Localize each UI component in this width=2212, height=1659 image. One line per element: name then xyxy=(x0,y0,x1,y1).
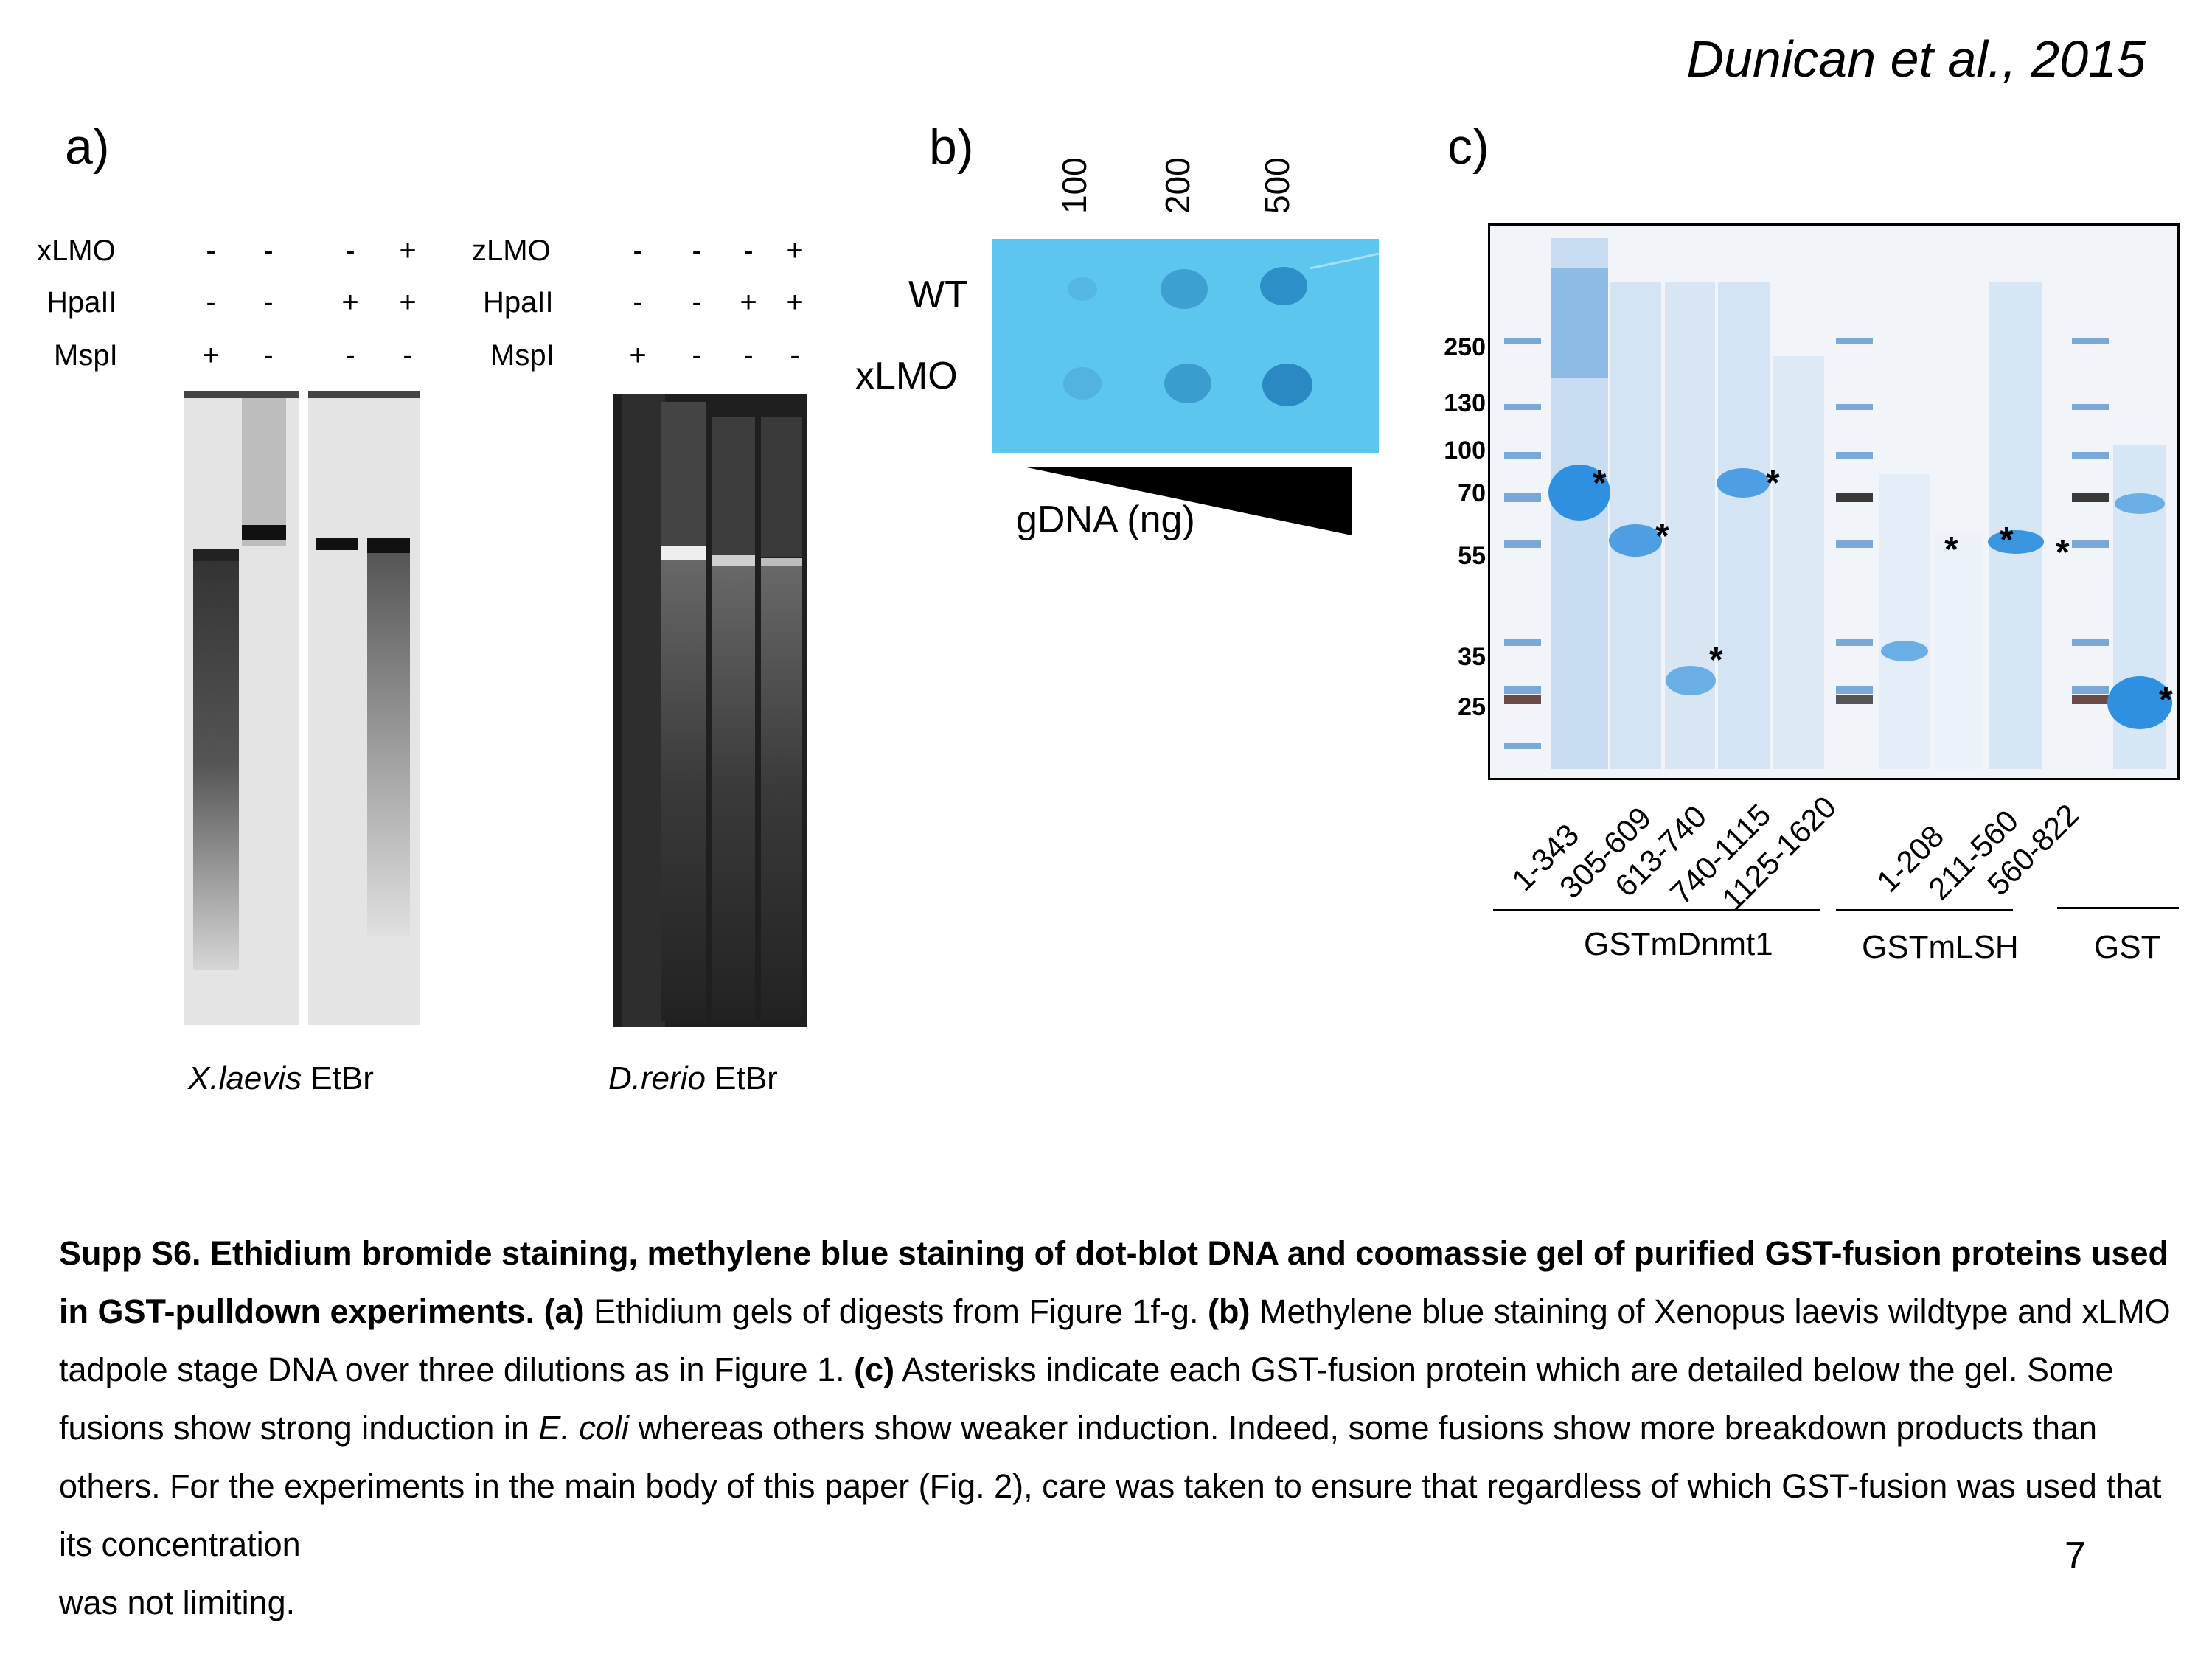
mw-marker: 250 xyxy=(1444,333,1486,361)
group-underline xyxy=(2057,907,2179,909)
gel2-sign: + xyxy=(786,234,804,267)
gel1-label-xlmo: xLMO xyxy=(37,234,116,267)
caption-a-tag: (a) xyxy=(543,1293,585,1330)
gel2-sign: + xyxy=(740,286,757,319)
gel2-stain: EtBr xyxy=(714,1060,778,1096)
gel2-label-mspi: MspI xyxy=(490,339,554,372)
gel1-stain: EtBr xyxy=(310,1060,374,1096)
band-asterisk: * xyxy=(2056,533,2070,572)
band-asterisk: * xyxy=(2159,681,2173,720)
amount-label: 200 xyxy=(1158,157,1197,214)
gel1-sign: - xyxy=(403,339,413,372)
gel1-sign: - xyxy=(206,234,216,267)
amount-label: 100 xyxy=(1055,157,1093,214)
caption-c-text-1: Asterisks indicate each GST-fusion prote… xyxy=(59,1351,2114,1447)
gel1-label-hpaii: HpaII xyxy=(46,286,117,319)
band-asterisk: * xyxy=(1709,641,1723,680)
gel2-sign: + xyxy=(629,339,647,372)
gel1-species: X.laevis xyxy=(188,1060,302,1096)
group-name-gst: GST xyxy=(2094,929,2161,965)
xlaevis-etbr-gel xyxy=(184,391,420,1025)
gel1-sign: - xyxy=(263,286,274,319)
gel1-sign: - xyxy=(345,339,355,372)
panel-c-letter: c) xyxy=(1447,119,1489,175)
panel-b-letter: b) xyxy=(929,119,974,175)
group-underline xyxy=(1836,909,2013,911)
gel1-sign: + xyxy=(202,339,220,372)
row-label-wt: WT xyxy=(908,274,968,316)
row-label-xlmo: xLMO xyxy=(855,355,958,397)
gel2-sign: - xyxy=(692,339,702,372)
panel-a-letter: a) xyxy=(65,119,110,175)
caption-c-tag: (c) xyxy=(854,1351,895,1388)
concentration-wedge xyxy=(1023,467,1352,535)
band-asterisk: * xyxy=(1766,464,1780,503)
gel1-sign: - xyxy=(206,286,216,319)
gdna-axis-label: gDNA (ng) xyxy=(1016,498,1195,541)
band-asterisk: * xyxy=(1593,464,1607,503)
gel2-sign: - xyxy=(743,339,754,372)
caption-c-italic: E. coli xyxy=(538,1409,629,1447)
mw-marker: 100 xyxy=(1444,437,1486,465)
band-asterisk: * xyxy=(1655,517,1669,556)
caption-b-text: Methylene blue staining of Xenopus laevi… xyxy=(59,1293,2171,1388)
gel2-sign: - xyxy=(790,339,800,372)
gel2-label-zlmo: zLMO xyxy=(472,234,551,267)
mw-marker: 130 xyxy=(1444,389,1486,417)
caption-title: Supp S6. Ethidium bromide staining, meth… xyxy=(59,1234,2169,1330)
coomassie-gel xyxy=(1488,223,2180,780)
caption-a-text: Ethidium gels of digests from Figure 1f-… xyxy=(594,1293,1199,1330)
band-asterisk: * xyxy=(2000,521,2014,560)
gel2-label-hpaii: HpaII xyxy=(483,286,554,319)
gel2-sign: + xyxy=(786,286,804,319)
gel1-sign: + xyxy=(341,286,359,319)
gel1-sign: - xyxy=(345,234,355,267)
amount-label: 500 xyxy=(1258,157,1296,214)
mw-marker: 55 xyxy=(1458,542,1486,570)
gel2-sign: - xyxy=(633,234,643,267)
gel2-sign: - xyxy=(743,234,754,267)
gel1-sign: - xyxy=(263,234,274,267)
gel1-sign: - xyxy=(263,339,274,372)
dot-blot-membrane xyxy=(992,239,1379,453)
band-asterisk: * xyxy=(1944,530,1958,569)
gel1-label-mspi: MspI xyxy=(54,339,118,372)
mw-marker: 25 xyxy=(1458,693,1486,721)
gel2-species: D.rerio xyxy=(608,1060,706,1096)
drerio-etbr-gel xyxy=(613,394,807,1027)
mw-marker: 70 xyxy=(1458,479,1486,507)
gel1-caption: X.laevis EtBr xyxy=(188,1060,374,1097)
gel1-sign: + xyxy=(399,234,417,267)
citation: Dunican et al., 2015 xyxy=(1686,30,2146,88)
gel2-sign: - xyxy=(692,286,702,319)
figure-caption: Supp S6. Ethidium bromide staining, meth… xyxy=(59,1224,2183,1632)
gel1-sign: + xyxy=(399,286,417,319)
mw-marker: 35 xyxy=(1458,643,1486,671)
gel2-caption: D.rerio EtBr xyxy=(608,1060,778,1097)
caption-b-tag: (b) xyxy=(1207,1293,1251,1330)
page-number: 7 xyxy=(2065,1534,2086,1577)
gel2-sign: - xyxy=(633,286,643,319)
caption-c-text-2: whereas others show weaker induction. In… xyxy=(59,1409,2162,1563)
gel2-sign: - xyxy=(692,234,702,267)
group-underline xyxy=(1493,909,1820,911)
group-name-lsh: GSTmLSH xyxy=(1862,929,2019,965)
caption-c-text-3: was not limiting. xyxy=(59,1584,296,1621)
group-name-dnmt1: GSTmDnmt1 xyxy=(1584,926,1773,962)
